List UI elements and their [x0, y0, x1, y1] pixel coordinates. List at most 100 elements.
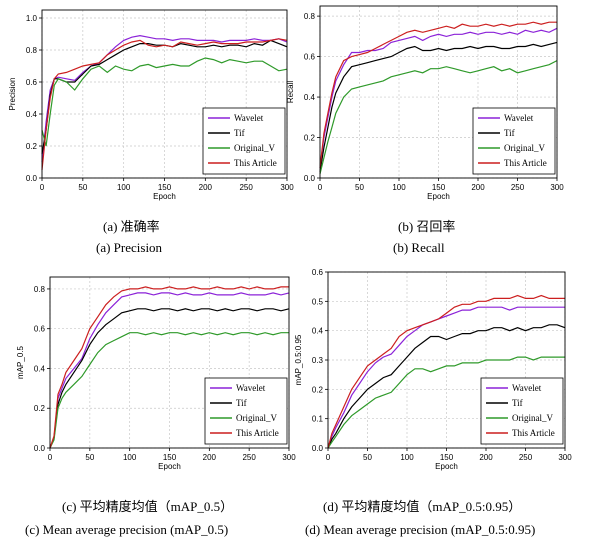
map0595-xtick-label: 200	[479, 453, 493, 462]
caption-c-cn: (c) 平均精度均值（mAP_0.5）	[62, 499, 234, 514]
map0595-legend-label-tif: Tif	[512, 398, 523, 408]
caption-c-en: (c) Mean average precision (mAP_0.5)	[25, 522, 229, 537]
map0595-series-this-article	[327, 294, 565, 449]
map05-xtick-label: 50	[85, 453, 94, 462]
precision-xtick-label: 50	[78, 183, 87, 192]
precision-ytick-label: 0.4	[26, 110, 38, 119]
map05-ytick-label: 0.0	[34, 444, 46, 453]
map0595-ylabel: mAP_0.5:0.95	[294, 334, 303, 385]
precision-xlabel: Epoch	[153, 192, 176, 201]
map05-xtick-label: 150	[163, 453, 177, 462]
recall-ytick-label: 0.0	[304, 174, 316, 183]
map05-xlabel: Epoch	[158, 462, 181, 471]
map0595-legend-label-wavelet: Wavelet	[512, 383, 542, 393]
map05-ytick-label: 0.6	[34, 325, 46, 334]
precision-xtick-label: 300	[280, 183, 294, 192]
recall-xtick-label: 50	[355, 183, 364, 192]
map0595-series-original-v	[327, 356, 565, 449]
precision-xtick-label: 0	[40, 183, 45, 192]
map0595-ytick-label: 0.5	[312, 297, 324, 306]
precision-series-tif	[41, 39, 288, 155]
map0595-xtick-label: 0	[326, 453, 331, 462]
recall-legend-label-wavelet: Wavelet	[504, 113, 534, 123]
precision-legend-label-tif: Tif	[234, 128, 245, 138]
precision-series-wavelet	[41, 34, 288, 163]
precision-ytick-label: 0.2	[26, 142, 38, 151]
caption-d-cn: (d) 平均精度均值（mAP_0.5:0.95）	[323, 499, 522, 514]
precision-chart-svg: 0 50 100 150 200 250 300 0.0 0.2 0.4 0.6 0.8 1.0 Epoc…	[8, 9, 294, 201]
map05-legend: Wavelet Tif Original_V This Article	[204, 377, 288, 445]
map05-xtick-label: 100	[123, 453, 137, 462]
map0595-ytick-label: 0.6	[312, 268, 324, 277]
caption-a-en: (a) Precision	[96, 240, 163, 255]
map05-series-tif	[49, 308, 290, 449]
precision-legend-label-this-article: This Article	[234, 158, 277, 168]
precision-xtick-label: 250	[239, 183, 253, 192]
map0595-legend-label-this-article: This Article	[512, 428, 555, 438]
recall-series-wavelet	[319, 27, 558, 168]
recall-series-this-article	[319, 21, 557, 168]
recall-xtick-label: 100	[392, 183, 406, 192]
map0595-series-tif	[327, 324, 566, 449]
recall-xtick-label: 0	[318, 183, 323, 192]
map0595-legend-label-original-v: Original_V	[512, 413, 553, 423]
map0595-ytick-label: 0.4	[312, 327, 324, 336]
map0595-ytick-label: 0.2	[312, 385, 324, 394]
map05-legend-label-this-article: This Article	[236, 428, 279, 438]
precision-series-original-v	[41, 57, 288, 147]
recall-ytick-label: 0.2	[304, 134, 316, 143]
map0595-xtick-label: 50	[363, 453, 372, 462]
precision-ytick-label: 1.0	[26, 14, 38, 23]
precision-ytick-label: 0.6	[26, 78, 38, 87]
recall-ytick-label: 0.6	[304, 53, 316, 62]
precision-legend-label-wavelet: Wavelet	[234, 113, 264, 123]
precision-ytick-label: 0.8	[26, 46, 38, 55]
precision-xtick-label: 200	[199, 183, 213, 192]
map0595-xtick-label: 100	[400, 453, 414, 462]
recall-xtick-label: 200	[471, 183, 485, 192]
recall-xtick-label: 150	[432, 183, 446, 192]
recall-series-original-v	[319, 60, 558, 175]
map05-legend-box	[204, 377, 288, 445]
map0595-legend: Wavelet Tif Original_V This Article	[480, 377, 564, 445]
map05-legend-label-wavelet: Wavelet	[236, 383, 266, 393]
map0595-xtick-label: 150	[440, 453, 454, 462]
recall-ytick-label: 0.8	[304, 12, 316, 21]
chart-panel-map05: 0 50 100 150 200 250 300 0.0 0.2 0.4 0.6 0.8 Epoch mA…	[0, 265, 300, 480]
map05-xtick-label: 250	[242, 453, 256, 462]
recall-ytick-label: 0.4	[304, 93, 316, 102]
map05-series-wavelet	[49, 292, 290, 449]
map0595-xtick-label: 250	[519, 453, 533, 462]
map05-ylabel: mAP_0.5	[16, 345, 25, 378]
precision-legend: Wavelet Tif Original_V This Article	[202, 107, 286, 175]
caption-a-cn: (a) 准确率	[103, 219, 160, 234]
caption-b-en: (b) Recall	[393, 240, 445, 255]
map0595-ytick-label: 0.0	[312, 444, 324, 453]
map0595-xlabel: Epoch	[435, 462, 458, 471]
recall-xtick-label: 300	[550, 183, 564, 192]
recall-series-tif	[319, 41, 558, 172]
chart-panel-recall: 0 50 100 150 200 250 300 0.0 0.2 0.4 0.6 0.8 Epoch Re…	[286, 0, 589, 201]
caption-d-en: (d) Mean average precision (mAP_0.5:0.95…	[305, 522, 536, 537]
recall-ylabel: Recall	[286, 81, 295, 103]
map05-series-original-v	[49, 332, 289, 449]
map05-ytick-label: 0.8	[34, 285, 46, 294]
map05-xtick-label: 300	[282, 453, 296, 462]
map0595-chart-svg: 0 50 100 150 200 250 300 0.0 0.1 0.2 0.3 0.4 0.5 0.6 E…	[294, 268, 572, 471]
precision-ytick-label: 0.0	[26, 174, 38, 183]
recall-xtick-label: 250	[511, 183, 525, 192]
caption-b-cn: (b) 召回率	[398, 219, 456, 234]
map0595-ytick-label: 0.3	[312, 356, 324, 365]
recall-legend-label-this-article: This Article	[504, 158, 547, 168]
map05-legend-label-tif: Tif	[236, 398, 247, 408]
recall-legend-label-original-v: Original_V	[504, 143, 545, 153]
recall-chart-svg: 0 50 100 150 200 250 300 0.0 0.2 0.4 0.6 0.8 Epoch Re…	[286, 5, 564, 201]
map0595-series-wavelet	[327, 306, 565, 449]
recall-legend-label-tif: Tif	[504, 128, 515, 138]
precision-series-this-article	[41, 38, 288, 171]
precision-xtick-label: 100	[117, 183, 131, 192]
precision-ylabel: Precision	[8, 78, 17, 111]
map0595-ytick-label: 0.1	[312, 415, 324, 424]
chart-panel-map0595: 0 50 100 150 200 250 300 0.0 0.1 0.2 0.3 0.4 0.5 0.6 E…	[294, 262, 589, 480]
map05-chart-svg: 0 50 100 150 200 250 300 0.0 0.2 0.4 0.6 0.8 Epoch mA…	[16, 276, 296, 471]
